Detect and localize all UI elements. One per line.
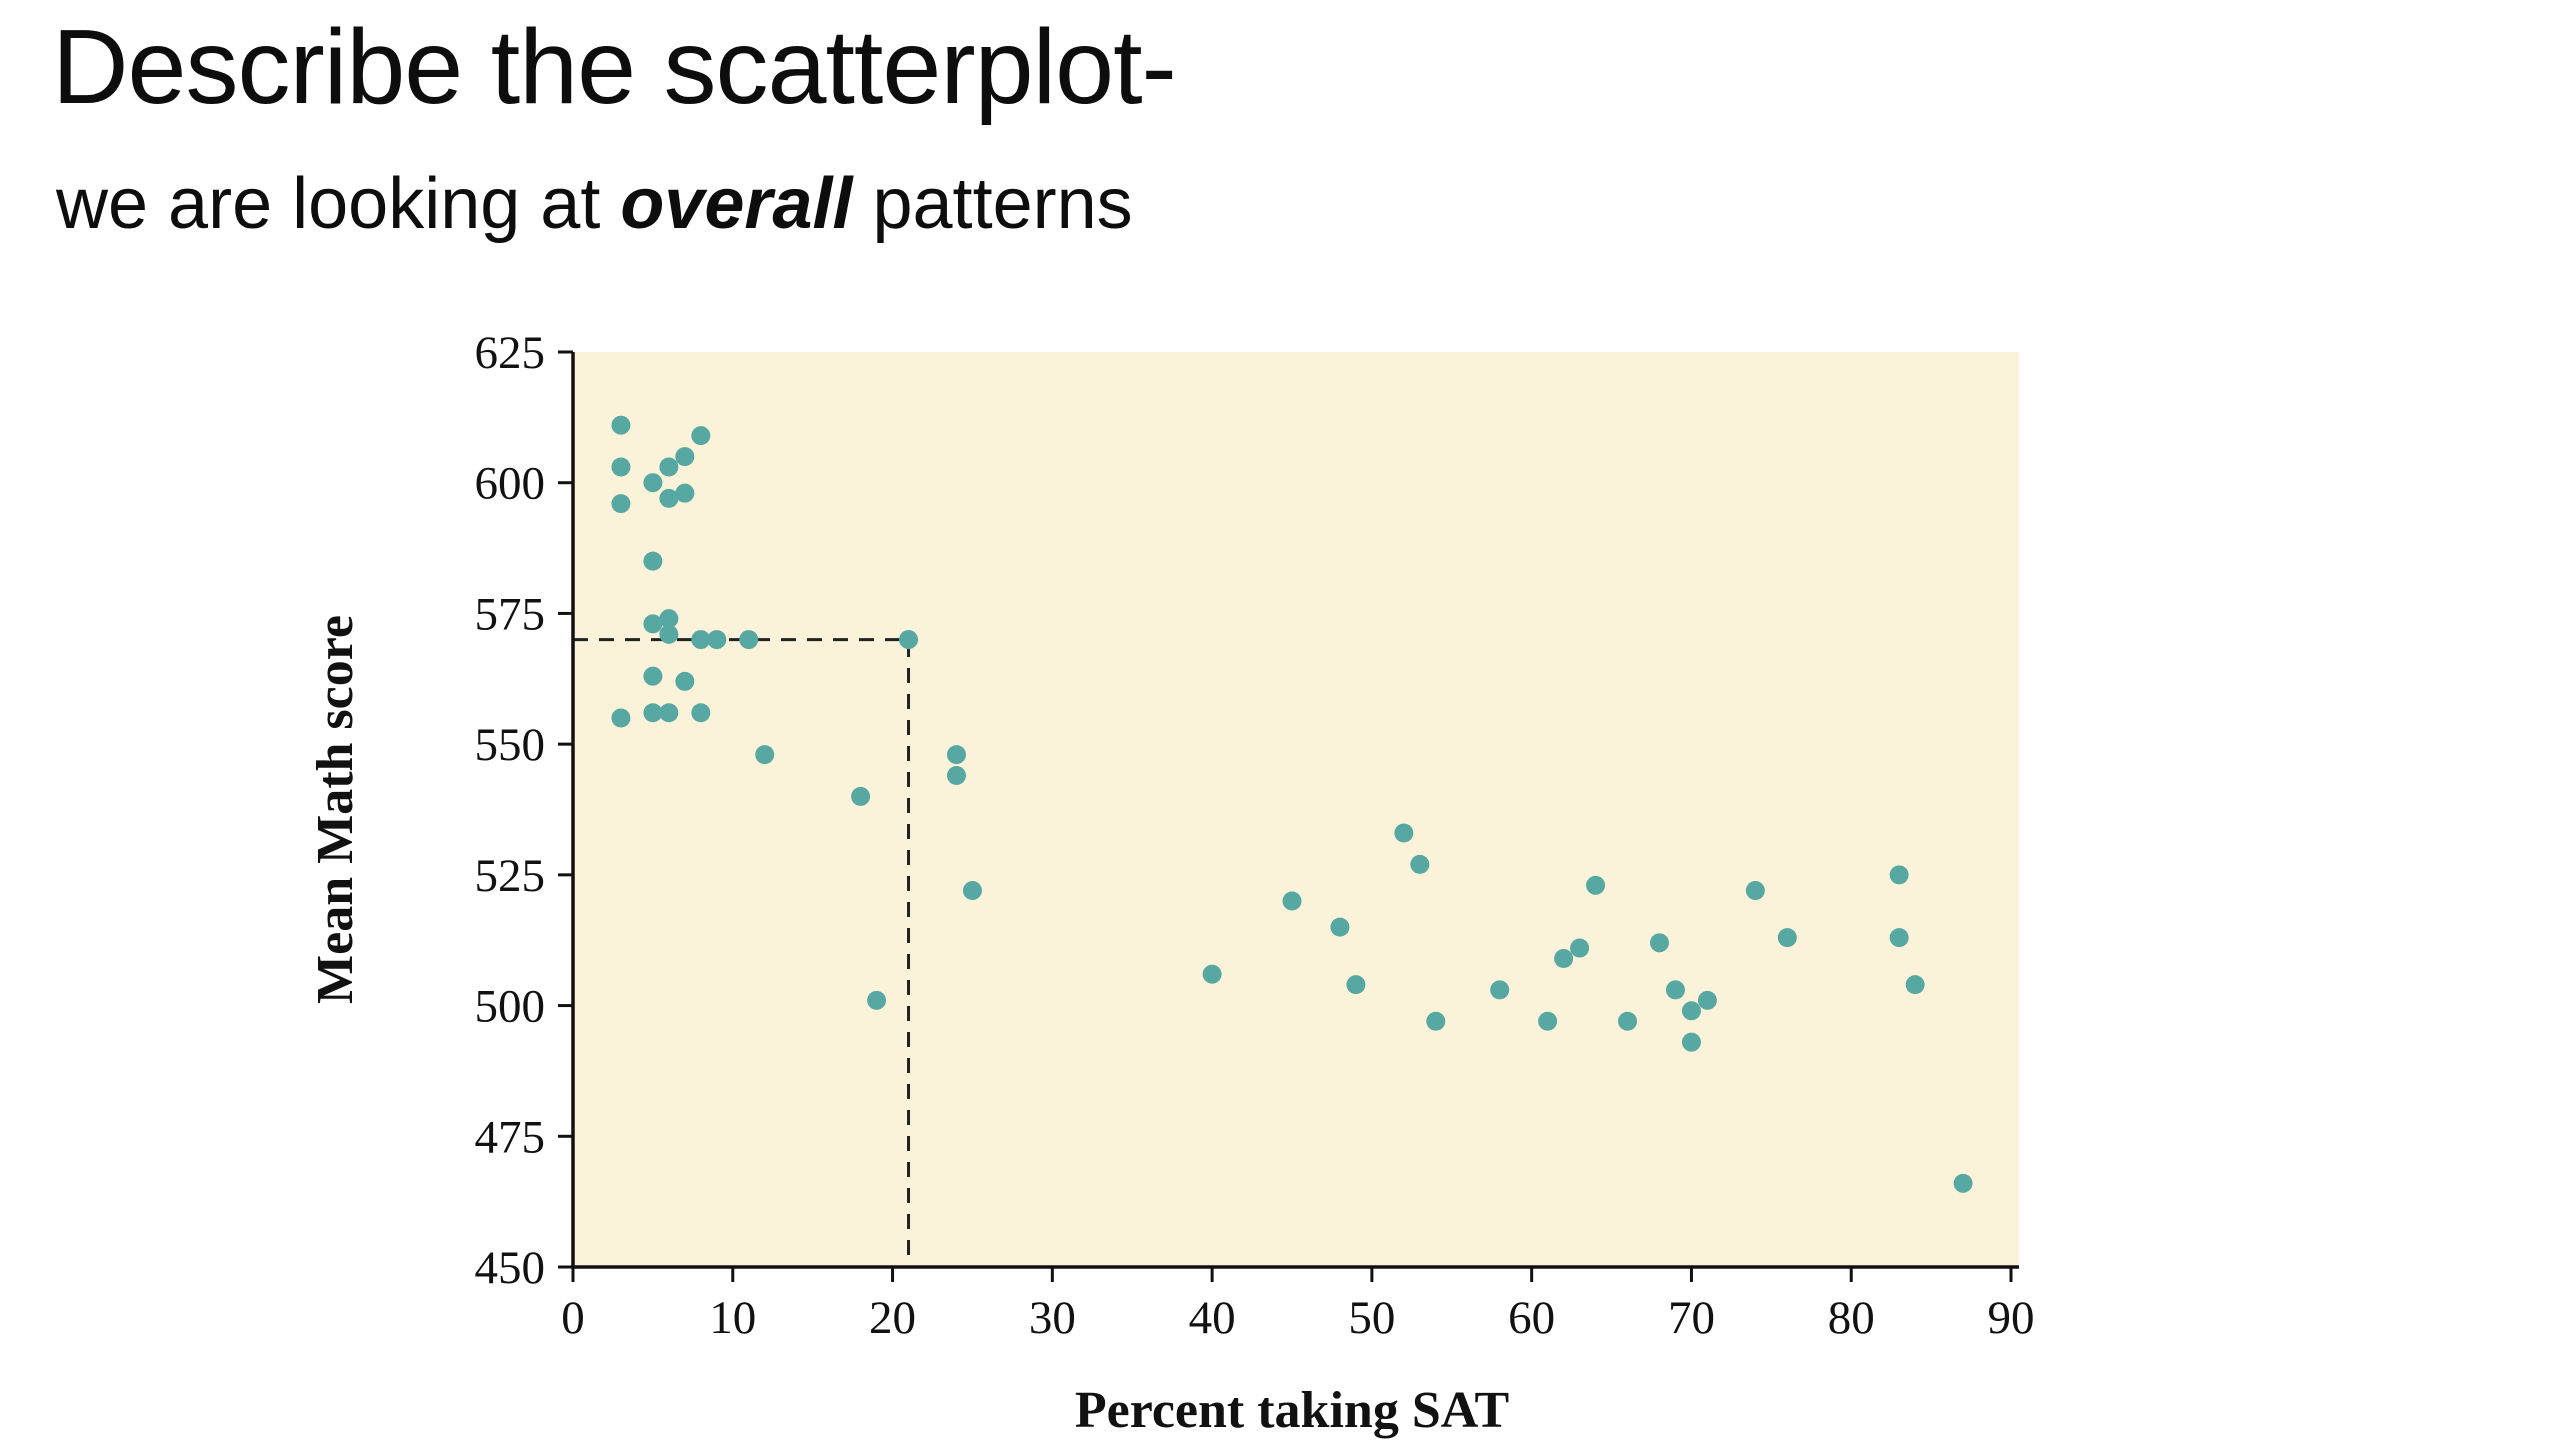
x-tick-label: 10 — [709, 1292, 756, 1344]
y-tick-label: 475 — [475, 1111, 546, 1163]
data-point — [659, 609, 679, 629]
data-point — [1538, 1011, 1558, 1031]
x-tick-label: 60 — [1508, 1292, 1555, 1344]
data-point — [611, 494, 631, 514]
slide-subtitle-emphasis: overall — [620, 164, 853, 244]
data-point — [1889, 865, 1909, 885]
data-point — [643, 473, 663, 493]
data-point — [899, 630, 919, 650]
data-point — [1649, 933, 1669, 953]
data-point — [675, 483, 695, 503]
data-point — [1665, 980, 1685, 1000]
data-point — [675, 447, 695, 467]
data-point — [611, 457, 631, 477]
data-point — [1202, 964, 1222, 984]
data-point — [739, 630, 759, 650]
data-point — [691, 703, 711, 723]
slide-title: Describe the scatterplot- — [52, 14, 1177, 120]
data-point — [1889, 928, 1909, 948]
data-point — [1618, 1011, 1638, 1031]
x-tick-label: 70 — [1668, 1292, 1715, 1344]
plot-area — [573, 352, 2019, 1267]
data-point — [643, 666, 663, 686]
y-tick-label: 550 — [475, 719, 546, 771]
data-point — [1490, 980, 1510, 1000]
data-point — [611, 415, 631, 435]
data-point — [707, 630, 727, 650]
slide-title-text: Describe the scatterplot- — [52, 8, 1177, 126]
data-point — [1777, 928, 1797, 948]
data-point — [1745, 881, 1765, 901]
data-point — [1346, 975, 1366, 995]
data-point — [643, 703, 663, 723]
data-point — [611, 708, 631, 728]
data-point — [1681, 1032, 1701, 1052]
data-point — [962, 881, 982, 901]
x-tick-label: 20 — [869, 1292, 916, 1344]
data-point — [1697, 990, 1717, 1010]
slide-subtitle-suffix: patterns — [852, 164, 1133, 244]
data-point — [643, 551, 663, 571]
y-tick-label: 450 — [475, 1242, 546, 1294]
x-tick-label: 0 — [561, 1292, 585, 1344]
dashed-reference-lines — [573, 638, 911, 1267]
y-tick-label: 600 — [475, 458, 546, 510]
data-point — [1410, 854, 1430, 874]
data-point — [755, 745, 775, 765]
data-point — [1570, 938, 1590, 958]
x-tick-label: 90 — [1988, 1292, 2035, 1344]
y-axis-label: Mean Math score — [307, 615, 364, 1004]
y-tick-label: 500 — [475, 981, 546, 1033]
y-tick-label: 575 — [475, 588, 546, 640]
x-tick-label: 50 — [1348, 1292, 1395, 1344]
data-point — [1426, 1011, 1446, 1031]
data-point — [1953, 1173, 1973, 1193]
data-point — [1554, 949, 1574, 969]
x-tick-label: 30 — [1029, 1292, 1076, 1344]
slide-subtitle: we are looking at overall patterns — [56, 168, 1133, 240]
data-point — [659, 703, 679, 723]
data-point — [1905, 975, 1925, 995]
x-tick-label: 40 — [1189, 1292, 1236, 1344]
data-point — [851, 786, 871, 806]
data-point — [691, 630, 711, 650]
data-point — [675, 671, 695, 691]
data-point — [659, 457, 679, 477]
data-point — [1681, 1001, 1701, 1021]
data-point — [659, 624, 679, 644]
slide-subtitle-prefix: we are looking at — [56, 164, 621, 244]
data-point — [1394, 823, 1414, 843]
data-point — [1282, 891, 1302, 911]
data-point — [1330, 917, 1350, 937]
y-tick-label: 625 — [475, 327, 546, 379]
x-tick-label: 80 — [1828, 1292, 1875, 1344]
data-point — [659, 488, 679, 508]
data-point — [643, 614, 663, 634]
data-point — [946, 745, 966, 765]
data-point — [1586, 875, 1606, 895]
y-tick-label: 525 — [475, 850, 546, 902]
data-point — [691, 426, 711, 446]
x-axis-label: Percent taking SAT — [1075, 1382, 1509, 1439]
data-point — [946, 766, 966, 786]
data-point — [867, 990, 887, 1010]
